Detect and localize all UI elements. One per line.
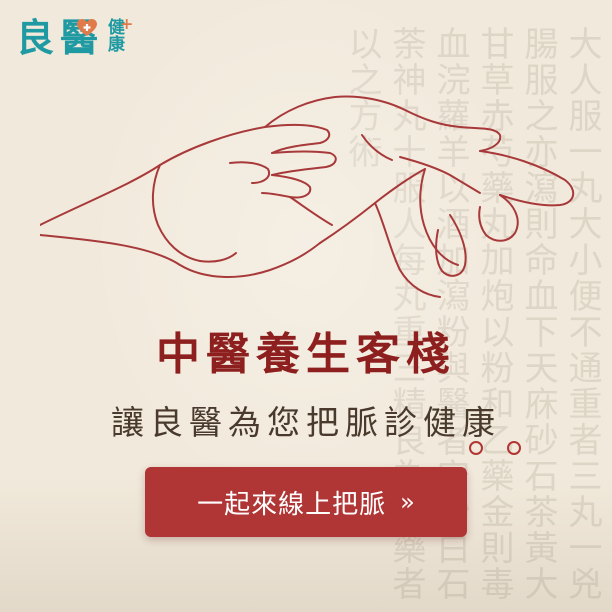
pulse-taking-illustration <box>40 95 575 298</box>
logo-char-liang: 良 <box>16 16 55 60</box>
double-chevron-right-icon: » <box>400 488 415 516</box>
brand-logo[interactable]: 良 醫 健康 + <box>16 14 133 60</box>
logo-char-jiankang: 健康 <box>104 18 124 52</box>
heart-plus-icon <box>77 19 97 36</box>
logo-plus: + <box>120 14 134 33</box>
online-pulse-button[interactable]: 一起來線上把脈 » <box>145 467 467 537</box>
cta-label: 一起來線上把脈 <box>197 489 387 520</box>
pulse-dots-decoration <box>469 441 521 455</box>
page-title: 中醫養生客棧 <box>156 329 456 380</box>
page-subtitle: 讓良醫為您把脈診健康 <box>111 403 501 442</box>
